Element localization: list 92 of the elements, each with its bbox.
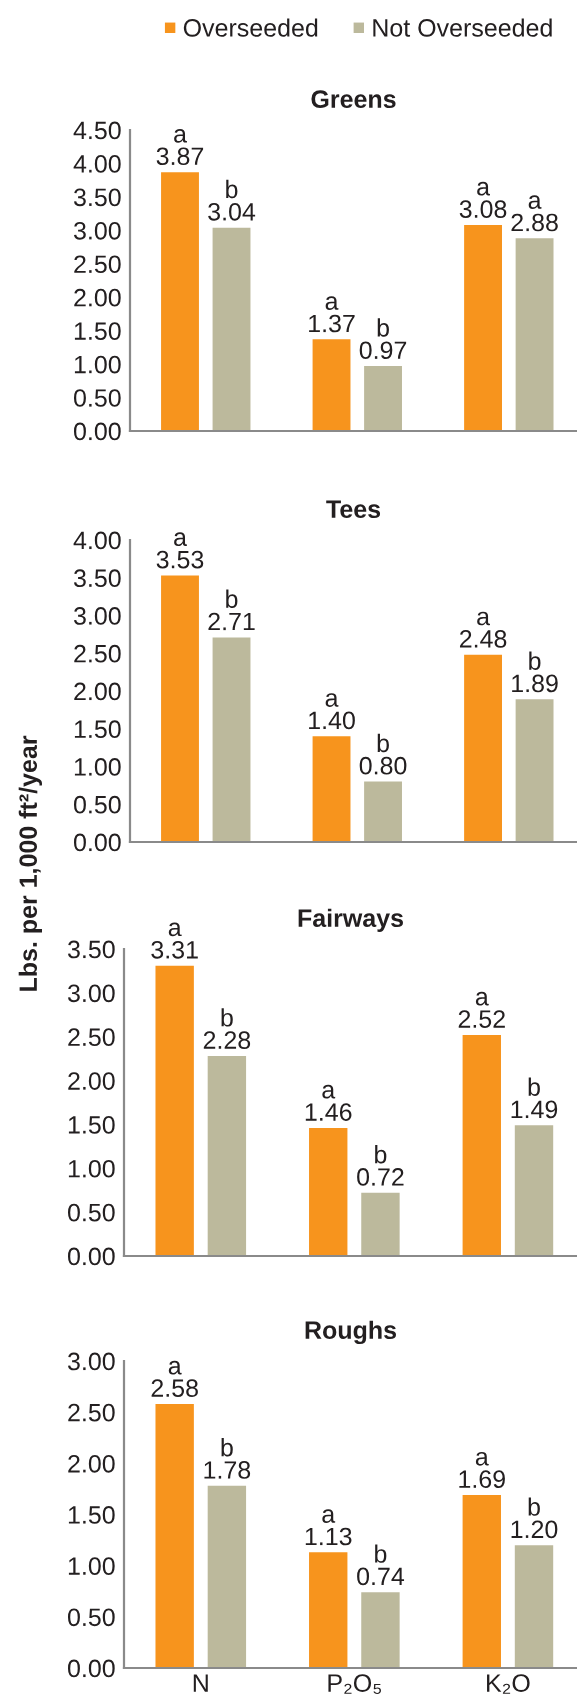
bar xyxy=(161,575,199,842)
y-tick-label: 1.50 xyxy=(74,322,121,340)
bar xyxy=(361,1592,400,1668)
y-tick-label: 0.50 xyxy=(73,389,121,407)
y-axis-title: Lbs. per 1,000 ft²/year xyxy=(18,735,42,991)
y-tick-label: 0.00 xyxy=(73,422,121,441)
data-label: b 0.72 xyxy=(357,1145,404,1186)
x-tick-label: P₂O₅ xyxy=(328,1674,381,1694)
data-label: b 1.49 xyxy=(511,1077,558,1119)
y-tick-label: 2.50 xyxy=(74,255,121,274)
y-tick-label: 2.00 xyxy=(68,1454,115,1473)
data-label: a 1.40 xyxy=(309,693,355,730)
data-label: b 3.04 xyxy=(208,179,256,221)
bar xyxy=(514,1125,554,1256)
bar xyxy=(309,1552,348,1668)
bar xyxy=(207,1056,247,1256)
data-label: b 1.78 xyxy=(204,1438,251,1479)
chart-title: Tees xyxy=(326,500,381,519)
bar xyxy=(312,339,351,431)
chart-title: Roughs xyxy=(305,1320,396,1345)
bar xyxy=(462,1495,501,1668)
bar xyxy=(514,1545,554,1668)
data-label: a 1.37 xyxy=(309,296,355,333)
y-tick-label: 1.00 xyxy=(68,1557,115,1575)
bar xyxy=(212,637,251,842)
y-tick-label: 4.50 xyxy=(73,121,121,140)
y-tick-label: 3.50 xyxy=(73,569,121,588)
legend-label: Overseeded xyxy=(183,18,318,37)
data-label: a 1.13 xyxy=(305,1509,352,1546)
y-tick-label: 3.50 xyxy=(67,940,115,959)
data-label: b 1.89 xyxy=(512,651,558,693)
bar xyxy=(155,1403,194,1668)
data-label: a 3.87 xyxy=(156,129,204,166)
data-label: b 1.20 xyxy=(511,1497,558,1539)
bar xyxy=(464,224,502,431)
bar xyxy=(464,654,502,842)
y-tick-label: 1.00 xyxy=(68,1159,115,1178)
y-tick-label: 2.50 xyxy=(68,1028,115,1047)
y-tick-label: 1.50 xyxy=(68,1116,115,1134)
data-label: b 0.74 xyxy=(357,1544,405,1586)
x-tick-label: N xyxy=(193,1674,208,1692)
y-tick-label: 1.00 xyxy=(74,355,121,374)
data-label: a 2.48 xyxy=(459,611,507,648)
y-tick-label: 2.00 xyxy=(74,288,121,307)
y-tick-label: 0.00 xyxy=(67,1247,115,1266)
bar xyxy=(155,965,194,1256)
bar xyxy=(364,781,402,842)
bar xyxy=(515,238,554,431)
y-tick-label: 3.50 xyxy=(73,188,121,207)
y-tick-label: 4.00 xyxy=(73,531,121,550)
y-tick-label: 1.00 xyxy=(74,758,121,776)
x-tick-label: K₂O xyxy=(487,1674,530,1694)
y-tick-label: 3.00 xyxy=(73,221,121,240)
data-label: a 1.46 xyxy=(305,1084,352,1121)
bar xyxy=(515,699,554,842)
bar xyxy=(361,1192,400,1256)
data-label: a 3.08 xyxy=(459,181,507,218)
y-tick-label: 0.50 xyxy=(73,795,121,814)
y-tick-label: 3.00 xyxy=(67,1352,115,1371)
y-tick-label: 2.50 xyxy=(68,1403,115,1422)
bar xyxy=(207,1485,247,1668)
chart-title: Greens xyxy=(311,90,396,109)
data-label: b 2.28 xyxy=(203,1008,251,1049)
y-tick-label: 0.00 xyxy=(73,833,121,852)
y-tick-label: 2.50 xyxy=(74,644,121,663)
legend-label: Not Overseeded xyxy=(373,18,552,37)
y-tick-label: 0.50 xyxy=(67,1203,115,1222)
data-label: b 2.71 xyxy=(208,589,255,631)
y-tick-label: 3.00 xyxy=(73,607,121,625)
y-tick-label: 3.00 xyxy=(67,984,115,1003)
data-label: a 3.31 xyxy=(151,922,198,959)
bar xyxy=(161,172,199,431)
bar xyxy=(212,227,251,431)
data-label: a 2.52 xyxy=(458,991,505,1028)
bar xyxy=(312,736,351,842)
data-label: a 1.69 xyxy=(459,1451,505,1489)
bar xyxy=(364,366,402,431)
chart-title: Fairways xyxy=(298,908,403,932)
y-tick-label: 4.00 xyxy=(73,155,121,173)
data-label: a 3.53 xyxy=(156,532,204,569)
y-tick-label: 0.50 xyxy=(67,1608,115,1627)
data-label: b 0.80 xyxy=(359,733,407,775)
y-tick-label: 1.50 xyxy=(68,1506,115,1524)
y-tick-label: 1.50 xyxy=(74,720,121,739)
bar xyxy=(462,1034,501,1256)
y-tick-label: 0.00 xyxy=(67,1659,115,1678)
data-label: a 2.58 xyxy=(151,1360,198,1397)
data-label: a 2.88 xyxy=(511,195,558,232)
data-label: b 0.97 xyxy=(359,318,407,360)
bar xyxy=(309,1127,348,1256)
y-tick-label: 2.00 xyxy=(74,682,121,701)
y-tick-label: 2.00 xyxy=(68,1072,115,1090)
